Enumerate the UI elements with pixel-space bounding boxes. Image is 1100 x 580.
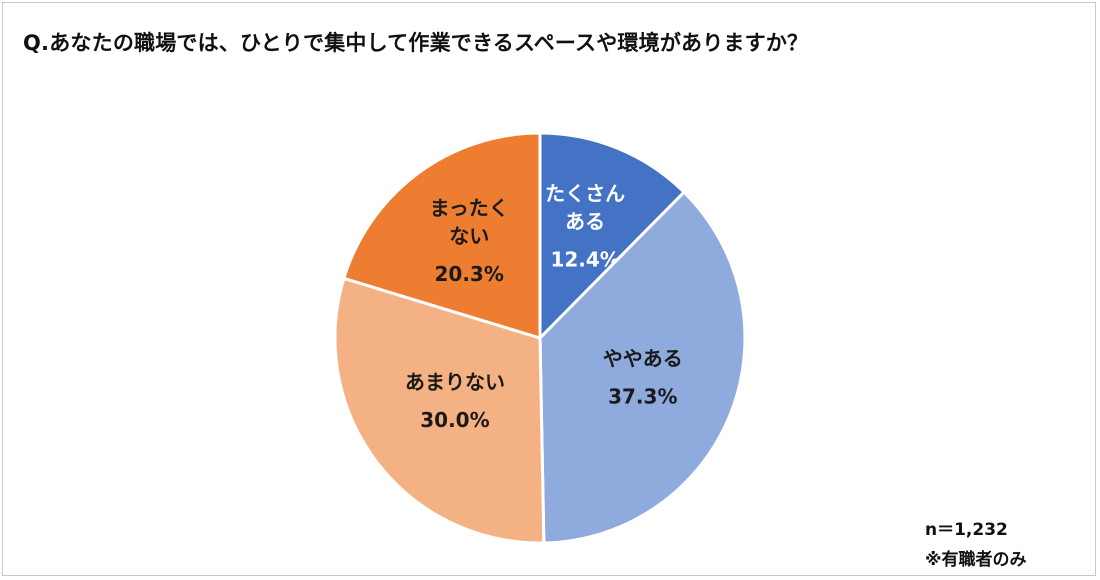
slice-label-3: あまりない 30.0% bbox=[405, 370, 505, 432]
pie-slice-4 bbox=[342, 131, 542, 340]
chart-title: Q.あなたの職場では、ひとりで集中して作業できるスペースや環境がありますか？ bbox=[23, 31, 809, 55]
sample-size-note: n＝1,232 bbox=[925, 520, 1008, 540]
pie-slice-3 bbox=[333, 276, 546, 545]
slice-category-label: まったく bbox=[430, 196, 509, 220]
slice-category-label: ない bbox=[449, 224, 489, 248]
slice-category-label: たくさん bbox=[545, 182, 625, 206]
pie-slice-2 bbox=[538, 190, 747, 545]
slice-category-label: ある bbox=[565, 210, 605, 234]
pie-chart: たくさんある12.4%ややある37.3%あまりない30.0%まったくない20.3… bbox=[333, 131, 747, 545]
slice-label-2: ややある 37.3% bbox=[603, 347, 683, 409]
scope-note: ※有職者のみ bbox=[925, 550, 1027, 570]
slice-value-label: 20.3% bbox=[435, 262, 504, 286]
slice-value-label: 30.0% bbox=[420, 408, 489, 432]
slice-category-label: ややある bbox=[603, 347, 683, 371]
slice-category-label: あまりない bbox=[405, 370, 505, 394]
pie-slice-1 bbox=[538, 131, 686, 340]
slice-value-label: 37.3% bbox=[608, 385, 677, 409]
